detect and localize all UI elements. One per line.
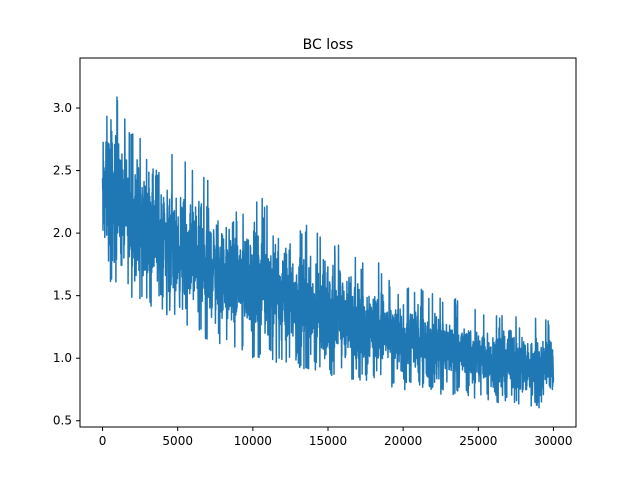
y-tick-label: 1.5 xyxy=(53,289,72,303)
chart-title: BC loss xyxy=(303,37,354,53)
plot-area xyxy=(101,96,555,409)
y-tick-label: 2.5 xyxy=(53,164,72,178)
x-tick-label: 20000 xyxy=(384,434,422,448)
y-tick-label: 2.0 xyxy=(53,226,72,240)
x-tick-label: 10000 xyxy=(234,434,272,448)
series-line-bc-loss xyxy=(101,96,555,409)
axis-ticks: 0 5000 10000 15000 20000 25000 30000 0.5 1.0 1.5 2… xyxy=(53,101,573,448)
x-tick-label: 0 xyxy=(99,434,107,448)
x-tick-label: 30000 xyxy=(534,434,572,448)
x-tick-label: 15000 xyxy=(309,434,347,448)
x-tick-label: 5000 xyxy=(162,434,193,448)
x-tick-label: 25000 xyxy=(459,434,497,448)
y-tick-label: 0.5 xyxy=(53,414,72,428)
axes-frame xyxy=(79,57,577,428)
y-tick-label: 1.0 xyxy=(53,351,72,365)
y-tick-label: 3.0 xyxy=(53,101,72,115)
